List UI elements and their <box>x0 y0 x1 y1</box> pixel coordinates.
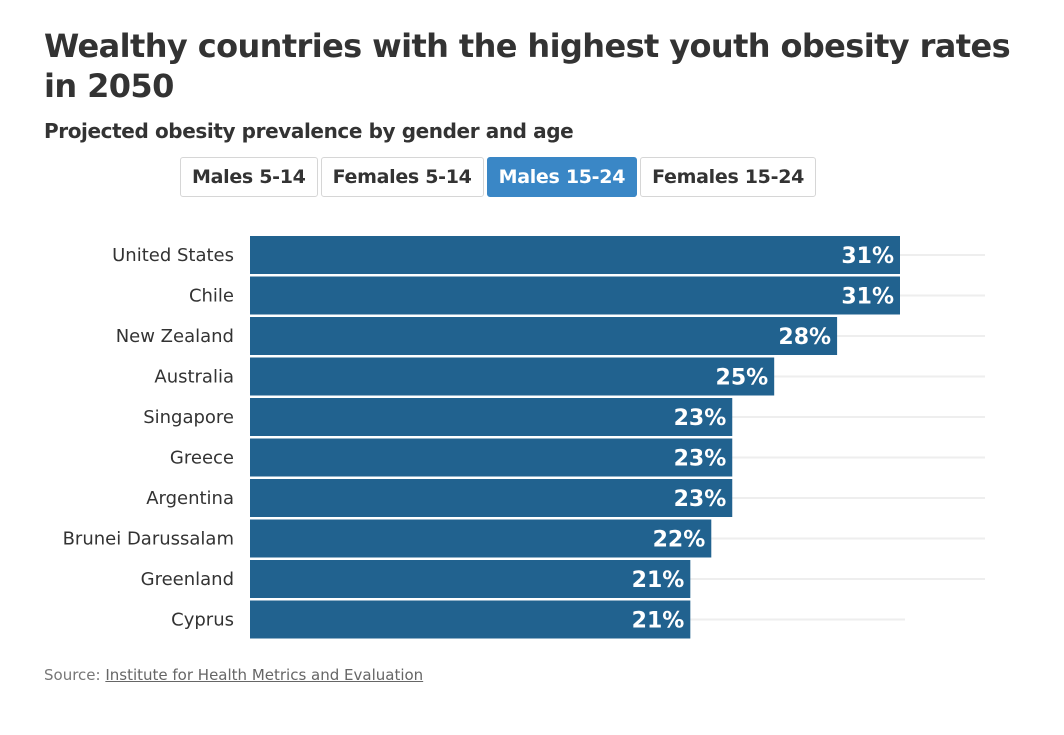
value-label: 31% <box>841 244 894 269</box>
category-label: Chile <box>189 286 234 307</box>
source-prefix: Source: <box>44 666 106 684</box>
category-label: New Zealand <box>116 326 234 347</box>
bar-greenland[interactable] <box>250 560 691 598</box>
chart-title: Wealthy countries with the highest youth… <box>44 27 1011 105</box>
value-label: 23% <box>674 447 727 472</box>
category-label: Argentina <box>146 488 234 509</box>
category-label: Brunei Darussalam <box>63 529 234 550</box>
value-label: 25% <box>716 366 769 391</box>
bars <box>250 236 900 639</box>
category-label: Australia <box>154 367 234 388</box>
tab-females-15-24[interactable]: Females 15-24 <box>640 157 817 197</box>
category-label: Greece <box>170 448 234 469</box>
category-label: Greenland <box>141 569 234 590</box>
category-label: Cyprus <box>171 610 234 631</box>
bar-australia[interactable] <box>250 357 775 396</box>
bar-greece[interactable] <box>250 438 733 477</box>
chart-subtitle: Projected obesity prevalence by gender a… <box>44 119 574 143</box>
category-label: United States <box>112 245 234 266</box>
value-label: 21% <box>632 609 685 634</box>
bar-brunei-darussalam[interactable] <box>250 519 712 558</box>
value-label: 21% <box>632 568 685 593</box>
tab-males-15-24[interactable]: Males 15-24 <box>486 157 638 197</box>
bar-united-states[interactable] <box>250 236 900 274</box>
value-label: 23% <box>674 406 727 431</box>
value-label: 22% <box>653 528 706 553</box>
bar-new-zealand[interactable] <box>250 317 838 355</box>
bar-cyprus[interactable] <box>250 600 691 639</box>
value-label: 28% <box>778 325 831 350</box>
tab-males-5-14[interactable]: Males 5-14 <box>180 157 318 197</box>
category-label: Singapore <box>143 407 234 428</box>
tab-females-5-14[interactable]: Females 5-14 <box>320 157 484 197</box>
bar-argentina[interactable] <box>250 479 733 517</box>
category-tabs: Males 5-14 Females 5-14 Males 15-24 Fema… <box>180 157 817 197</box>
value-label: 31% <box>841 285 894 310</box>
bar-singapore[interactable] <box>250 398 733 436</box>
labels: United States 31% Chile 31% New Zealand 28% Au… <box>63 244 894 634</box>
source-note: Source: Institute for Health Metrics and… <box>44 666 423 684</box>
value-label: 23% <box>674 487 727 512</box>
source-link[interactable]: Institute for Health Metrics and Evaluat… <box>105 666 424 684</box>
bar-chile[interactable] <box>250 276 900 315</box>
bar-chart: United States 31% Chile 31% New Zealand 28% Au… <box>63 236 985 639</box>
